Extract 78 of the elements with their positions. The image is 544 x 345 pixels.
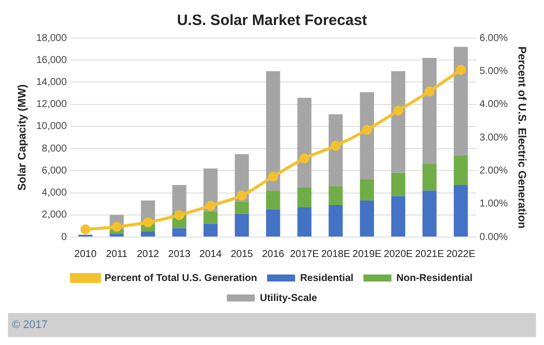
bar — [172, 228, 186, 236]
bar — [204, 212, 218, 224]
y-tick-label: 6,000 — [42, 165, 68, 176]
text: © 2017 — [12, 319, 48, 331]
y-tick-label: 18,000 — [36, 32, 68, 44]
x-tick-label: 2018E — [321, 248, 350, 260]
point — [236, 190, 247, 201]
bar — [422, 58, 437, 164]
point — [80, 224, 90, 234]
bar — [297, 207, 312, 236]
bar — [360, 92, 374, 180]
legend-label: Non-Residential — [396, 272, 473, 284]
bar — [422, 190, 437, 236]
y2-tick-label: 1.00% — [479, 198, 508, 210]
legend-label: Residential — [300, 272, 354, 284]
y-tick-label: 8,000 — [42, 143, 68, 154]
x-tick-label: 2019E — [352, 248, 382, 260]
point — [142, 217, 153, 228]
x-tick-label: 2013 — [168, 248, 191, 260]
bar — [297, 187, 312, 208]
bar — [266, 71, 280, 191]
y-axis-title: Solar Capacity (MW) — [16, 84, 29, 191]
bar — [204, 224, 218, 236]
bar — [297, 98, 312, 188]
y2-tick-label: 4.00% — [479, 99, 508, 110]
bar — [328, 186, 343, 205]
bar — [454, 155, 468, 186]
bar — [110, 234, 124, 236]
point — [206, 200, 216, 211]
legend-label: Percent of Total U.S. Generation — [104, 272, 258, 284]
bar — [360, 200, 374, 236]
y-tick-label: 12,000 — [36, 99, 68, 110]
bar — [328, 204, 343, 236]
y2-tick-label: 5.00% — [479, 66, 508, 77]
point — [362, 124, 372, 135]
x-tick-label: 2010 — [74, 248, 97, 260]
x-tick-label: 2012 — [136, 248, 160, 260]
bar — [422, 164, 437, 191]
x-tick-label: 2015 — [230, 248, 254, 260]
bar — [391, 172, 406, 196]
x-tick-label: 2022E — [446, 248, 476, 260]
chart-title: U.S. Solar Market Forecast — [176, 12, 368, 30]
bar — [391, 196, 406, 236]
y-tick-label: 0 — [61, 232, 68, 243]
y2-tick-label: 3.00% — [479, 132, 508, 144]
y-tick-label: 14,000 — [36, 76, 68, 88]
bar — [266, 190, 280, 210]
y2-tick-label: 0.00% — [479, 232, 508, 243]
x-tick-label: 2011 — [106, 248, 128, 260]
point — [456, 64, 466, 75]
y-tick-label: 10,000 — [36, 121, 68, 132]
x-tick-label: 2016 — [262, 248, 285, 260]
point — [393, 106, 404, 116]
point — [299, 153, 310, 164]
y-tick-label: 2,000 — [42, 210, 68, 221]
bar — [234, 202, 249, 214]
bar — [360, 180, 374, 201]
x-tick-label: 2020E — [384, 248, 414, 260]
bar — [454, 46, 468, 156]
point — [268, 172, 278, 182]
y2-axis-title: Percent of U.S. Electric Generation — [515, 46, 528, 229]
y2-tick-label: 6.00% — [479, 32, 508, 44]
point — [330, 140, 341, 151]
bar — [391, 71, 406, 173]
bar — [328, 114, 343, 186]
x-tick-label: 2017E — [290, 248, 320, 260]
point — [424, 86, 435, 96]
x-tick-label: 2014 — [199, 248, 222, 260]
bar — [172, 185, 186, 213]
y-tick-label: 16,000 — [36, 54, 68, 66]
bar — [454, 185, 468, 236]
x-tick-label: 2021E — [415, 248, 444, 260]
y2-tick-label: 2.00% — [479, 165, 508, 176]
bar — [234, 214, 249, 236]
legend-label: Utility-Scale — [260, 292, 318, 304]
bar — [140, 231, 156, 236]
y-tick-label: 4,000 — [42, 188, 68, 199]
bar — [266, 209, 280, 236]
